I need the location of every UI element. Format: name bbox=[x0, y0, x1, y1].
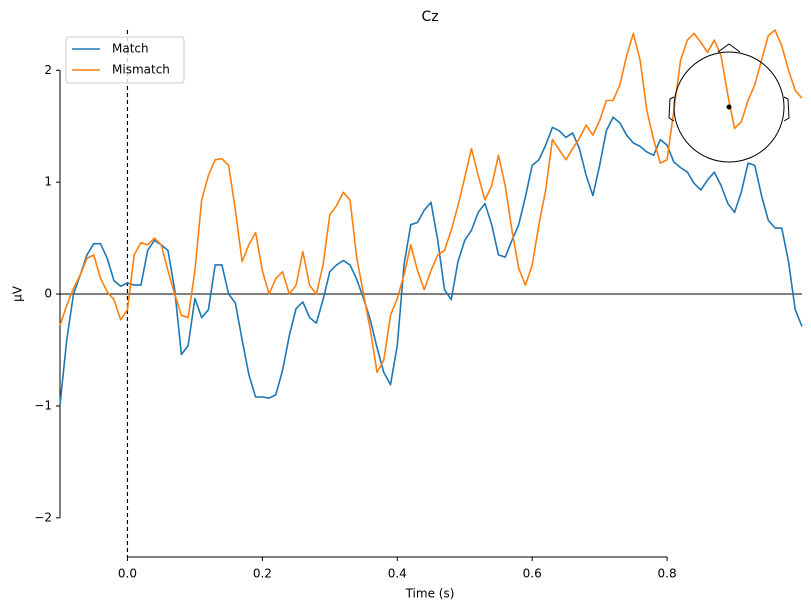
x-axis-label: Time (s) bbox=[405, 587, 455, 601]
legend: Match Mismatch bbox=[65, 36, 185, 84]
x-tick-label: 0.4 bbox=[388, 567, 407, 581]
data-line bbox=[59, 116, 803, 405]
y-tick-label: 1 bbox=[44, 175, 52, 189]
head-ear-left bbox=[668, 96, 675, 122]
y-tick-label: 2 bbox=[44, 63, 52, 77]
y-axis-label: µV bbox=[11, 285, 25, 302]
y-tick-label: −1 bbox=[34, 398, 52, 412]
head-ear-right bbox=[783, 96, 790, 122]
head-outline bbox=[673, 51, 785, 163]
sensor-head bbox=[668, 43, 790, 163]
x-tick-label: 0.8 bbox=[658, 567, 677, 581]
x-tick-label: 0.2 bbox=[253, 567, 272, 581]
sensor-dot bbox=[726, 104, 732, 110]
x-tick-label: 0.0 bbox=[118, 567, 137, 581]
head-nose bbox=[717, 43, 741, 53]
chart-title: Cz bbox=[421, 9, 438, 25]
x-tick-label: 0.6 bbox=[523, 567, 542, 581]
plot-area: −2 −1 0 1 2 0.0 0.2 0.4 0.6 0.8 bbox=[34, 29, 803, 581]
data-line bbox=[59, 29, 803, 374]
legend-label: Mismatch bbox=[112, 63, 170, 77]
y-tick-label: 0 bbox=[44, 287, 52, 301]
y-tick-label: −2 bbox=[34, 510, 52, 524]
legend-label: Match bbox=[112, 42, 149, 56]
